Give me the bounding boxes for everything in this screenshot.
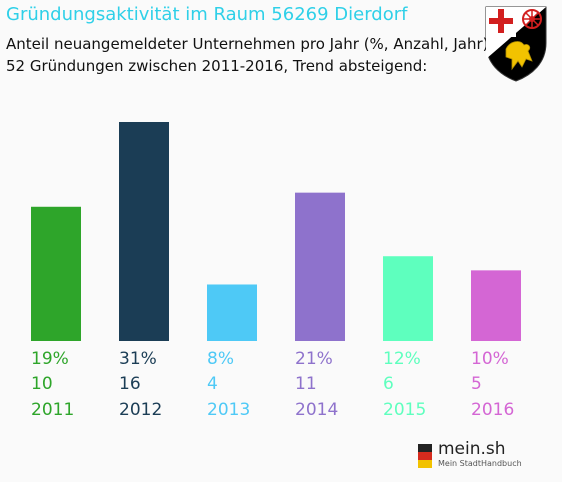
bar-2016 [471,270,521,341]
year-label-2013: 2013 [207,400,250,420]
germany-map-icon [418,444,432,468]
chart-title: Gründungsaktivität im Raum 56269 Dierdor… [6,4,408,25]
count-label-2011: 10 [31,374,53,394]
count-label-2012: 16 [119,374,141,394]
count-label-2013: 4 [207,374,218,394]
rheinland-pfalz-coat-of-arms-icon [485,6,547,82]
logo-text: mein.sh [438,439,506,459]
count-label-2015: 6 [383,374,394,394]
year-label-2015: 2015 [383,400,426,420]
chart-subtitle-line1: Anteil neuangemeldeter Unternehmen pro J… [6,35,489,53]
bar-2012 [119,122,169,341]
year-label-2011: 2011 [31,400,74,420]
year-label-2014: 2014 [295,400,338,420]
percent-label-2012: 31% [119,349,157,369]
bar-2015 [383,256,433,341]
bar-2013 [207,284,257,341]
bar-2014 [295,192,345,341]
bar-2011 [31,206,81,341]
percent-label-2011: 19% [31,349,69,369]
count-label-2016: 5 [471,374,482,394]
logo-tagline: Mein StadtHandbuch [438,459,522,468]
percent-label-2013: 8% [207,349,234,369]
year-label-2012: 2012 [119,400,162,420]
chart-subtitle-line2: 52 Gründungen zwischen 2011-2016, Trend … [6,57,428,75]
percent-label-2015: 12% [383,349,421,369]
mein-sh-logo[interactable]: mein.sh Mein StadtHandbuch [414,437,534,475]
percent-label-2014: 21% [295,349,333,369]
percent-label-2016: 10% [471,349,509,369]
year-label-2016: 2016 [471,400,514,420]
count-label-2014: 11 [295,374,317,394]
